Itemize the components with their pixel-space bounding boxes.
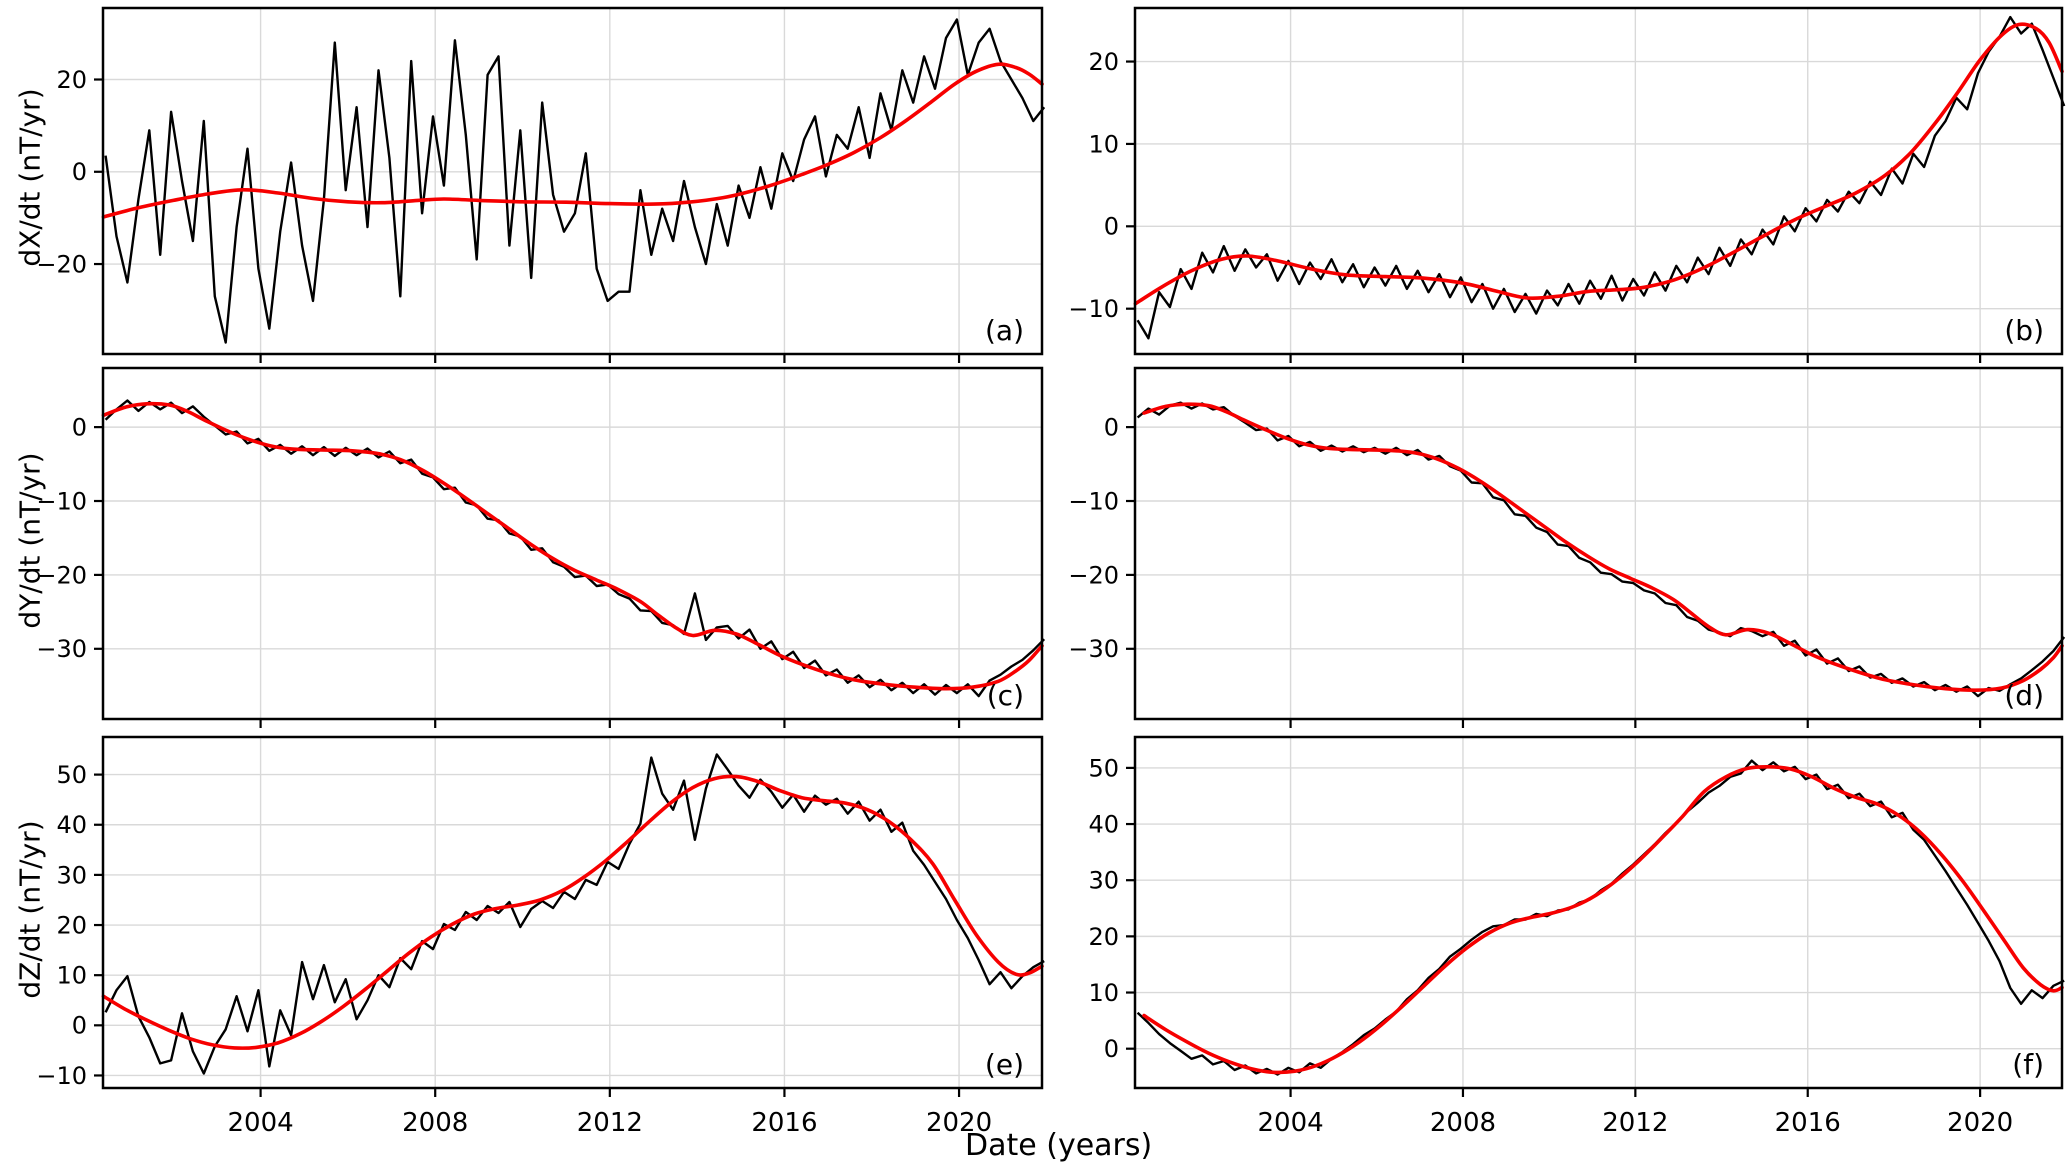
- panel-letter-label: (c): [987, 679, 1024, 712]
- x-tick-label: 2020: [926, 1108, 992, 1138]
- y-tick-label: 40: [56, 811, 87, 839]
- y-axis-label-dydt: dY/dt (nT/yr): [13, 451, 47, 629]
- x-tick-label: 2012: [1602, 1108, 1668, 1138]
- panel-letter-label: (d): [2004, 679, 2044, 712]
- x-axis-label: Date (years): [965, 1128, 1153, 1163]
- panel-border: [1133, 366, 2064, 721]
- y-tick-label: 40: [1088, 810, 1119, 838]
- y-tick-label: 20: [56, 66, 87, 94]
- x-tick-label: 2016: [751, 1108, 817, 1138]
- series-black-noisy-line: [104, 753, 1045, 1075]
- y-tick-label: −10: [36, 487, 87, 515]
- y-tick-label: 30: [1088, 867, 1119, 895]
- y-tick-label: −30: [36, 635, 87, 663]
- x-tick-label: 2004: [228, 1108, 294, 1138]
- series-red-smooth-line: [1133, 22, 2064, 306]
- series-red-smooth-line: [101, 62, 1044, 219]
- panel-letter-label: (a): [985, 314, 1024, 347]
- y-tick-label: 10: [1088, 130, 1119, 158]
- y-tick-label: 0: [72, 414, 87, 442]
- y-tick-label: 50: [56, 761, 87, 789]
- panel-letter-label: (b): [2004, 314, 2044, 347]
- series-red-smooth-line: [1142, 764, 2064, 1075]
- panel-letter-label: (e): [985, 1048, 1024, 1081]
- series-black-noisy-line: [104, 18, 1046, 344]
- y-tick-label: −30: [1068, 635, 1119, 663]
- series-black-noisy-line: [1136, 401, 2066, 698]
- y-tick-label: 30: [56, 861, 87, 889]
- panel-border: [101, 366, 1044, 721]
- series-black-noisy-line: [104, 399, 1046, 698]
- series-red-smooth-line: [101, 401, 1044, 691]
- y-tick-label: −10: [1068, 487, 1119, 515]
- y-tick-label: 10: [1088, 979, 1119, 1007]
- x-tick-label: 2020: [1947, 1108, 2013, 1138]
- y-tick-label: −10: [1068, 295, 1119, 323]
- x-tick-label: 2008: [1430, 1108, 1496, 1138]
- y-tick-label: −10: [36, 1062, 87, 1090]
- x-tick-label: 2012: [577, 1108, 643, 1138]
- y-tick-label: 20: [56, 911, 87, 939]
- series-black-noisy-line: [1136, 15, 2066, 340]
- y-tick-label: −20: [36, 561, 87, 589]
- x-tick-label: 2008: [402, 1108, 468, 1138]
- y-tick-label: 0: [72, 1012, 87, 1040]
- y-axis-label-dxdt: dX/dt (nT/yr): [13, 88, 47, 267]
- panel-border: [1133, 735, 2064, 1090]
- panel-border: [1133, 6, 2064, 356]
- y-tick-label: 0: [1104, 414, 1119, 442]
- y-tick-label: 0: [72, 158, 87, 186]
- series-black-noisy-line: [1136, 759, 2065, 1076]
- y-tick-label: −20: [1068, 561, 1119, 589]
- x-tick-label: 2016: [1775, 1108, 1841, 1138]
- y-tick-label: 20: [1088, 48, 1119, 76]
- y-tick-label: 0: [1104, 1035, 1119, 1063]
- panel-border: [101, 6, 1044, 356]
- panel-border: [101, 735, 1044, 1090]
- series-red-smooth-line: [101, 774, 1044, 1050]
- series-red-smooth-line: [1142, 402, 2064, 693]
- y-tick-label: 10: [56, 962, 87, 990]
- x-tick-label: 2004: [1257, 1108, 1323, 1138]
- y-tick-label: 50: [1088, 754, 1119, 782]
- panel-letter-label: (f): [2012, 1048, 2044, 1081]
- y-tick-label: 0: [1104, 213, 1119, 241]
- y-axis-label-dzdt: dZ/dt (nT/yr): [13, 819, 47, 999]
- y-tick-label: 20: [1088, 923, 1119, 951]
- y-tick-label: −20: [36, 250, 87, 278]
